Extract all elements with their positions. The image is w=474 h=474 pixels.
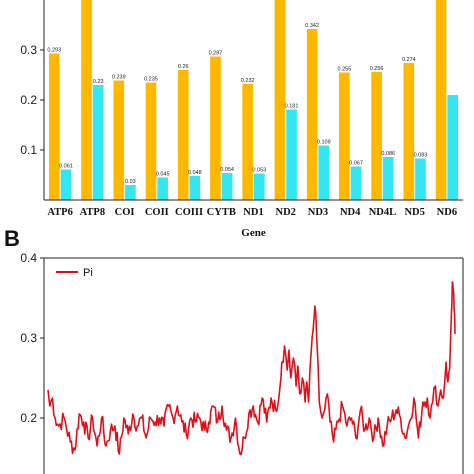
x-tick-label: COIII [175,207,203,218]
bar-label: 0.235 [144,77,158,83]
y-tick-label: 0.1 [20,143,37,157]
bar-atp6-s2 [60,169,72,200]
bar-label: 0.232 [241,78,255,84]
x-tick-label: ND6 [437,207,457,218]
bar-label: 0.26 [178,64,189,70]
bar-coiii-s2 [189,176,201,200]
bar-label: 0.239 [112,75,126,81]
x-tick-label: ND4 [340,207,361,218]
bar-label: 0.067 [349,161,363,167]
bar-label: 0.086 [381,151,395,157]
bar-label: 0.23 [93,79,104,85]
bar-label: 0.048 [188,170,202,176]
bar-coiii-s1 [177,70,189,200]
bar-nd6-s2 [447,95,459,200]
x-tick-label: COI [115,207,135,218]
bar-nd6-s1 [435,0,447,200]
bar-atp6-s1 [48,53,60,200]
x-tick-label: ND2 [276,207,296,218]
bar-label: 0.109 [317,140,331,146]
pi-line [47,281,456,456]
bar-coi-s2 [125,185,136,200]
x-tick-label: ND5 [404,207,424,218]
y-tick-label: 0.2 [20,411,37,425]
x-tick-label: ND3 [308,207,328,218]
panel-b-letter: B [4,226,20,251]
bar-nd2-s2 [286,109,297,200]
bar-nd4l-s2 [382,157,394,200]
bar-label: 0.293 [47,48,61,54]
bar-label: 0.181 [285,104,299,110]
x-tick-label: ND1 [243,207,263,218]
bar-nd1-s2 [254,173,265,200]
bar-coi-s1 [113,80,125,200]
bar-label: 0.061 [59,164,73,170]
bar-coii-s1 [145,82,157,200]
x-tick-label: ATP8 [80,207,105,218]
bar-nd3-s2 [318,145,330,200]
bar-group [48,0,459,200]
bar-label: 0.274 [402,57,416,63]
bar-coii-s2 [157,177,168,200]
bar-label: 0.045 [156,172,170,178]
y-tick-label: 0.3 [20,43,37,57]
bar-atp8-s1 [81,0,92,200]
bar-nd3-s1 [306,29,318,200]
bar-nd4l-s1 [371,72,382,200]
bar-label: 0.255 [337,67,351,73]
bar-label: 0.083 [414,153,428,159]
bar-label: 0.054 [220,167,234,173]
bar-label: 0.053 [252,168,266,174]
x-axis-title: Gene [241,227,266,239]
bar-label: 0.256 [370,66,384,72]
y-tick-label: 0.4 [20,251,37,265]
panel-a-bar-chart: 0.293 0.061 ATP6 0.23 ATP8 0.239 0.03 COI 0.235 0… [20,0,463,239]
bar-nd5-s2 [415,158,426,200]
y-tick-label: 0.3 [20,331,37,345]
bar-nd4-s2 [350,166,362,200]
x-tick-label: ND4L [369,207,396,218]
x-tick-label: ATP6 [47,207,72,218]
panel-b-line-chart: 0.2 0.3 0.4 Pi [20,251,464,474]
bar-label: 0.342 [305,23,319,29]
x-tick-label: COII [145,207,169,218]
bar-nd2-s1 [274,0,286,200]
y-tick-label: 0.2 [20,93,37,107]
bar-label: 0.03 [125,179,136,185]
bar-atp8-s2 [92,85,104,200]
bar-label: 0.287 [209,51,223,57]
bar-nd4-s1 [339,72,350,200]
x-tick-label: CYTB [207,207,236,218]
legend-label: Pi [83,267,93,279]
bar-cytb-s1 [210,56,221,200]
bar-nd1-s1 [242,84,253,200]
bar-cytb-s2 [221,173,233,200]
bar-nd5-s1 [403,63,415,200]
